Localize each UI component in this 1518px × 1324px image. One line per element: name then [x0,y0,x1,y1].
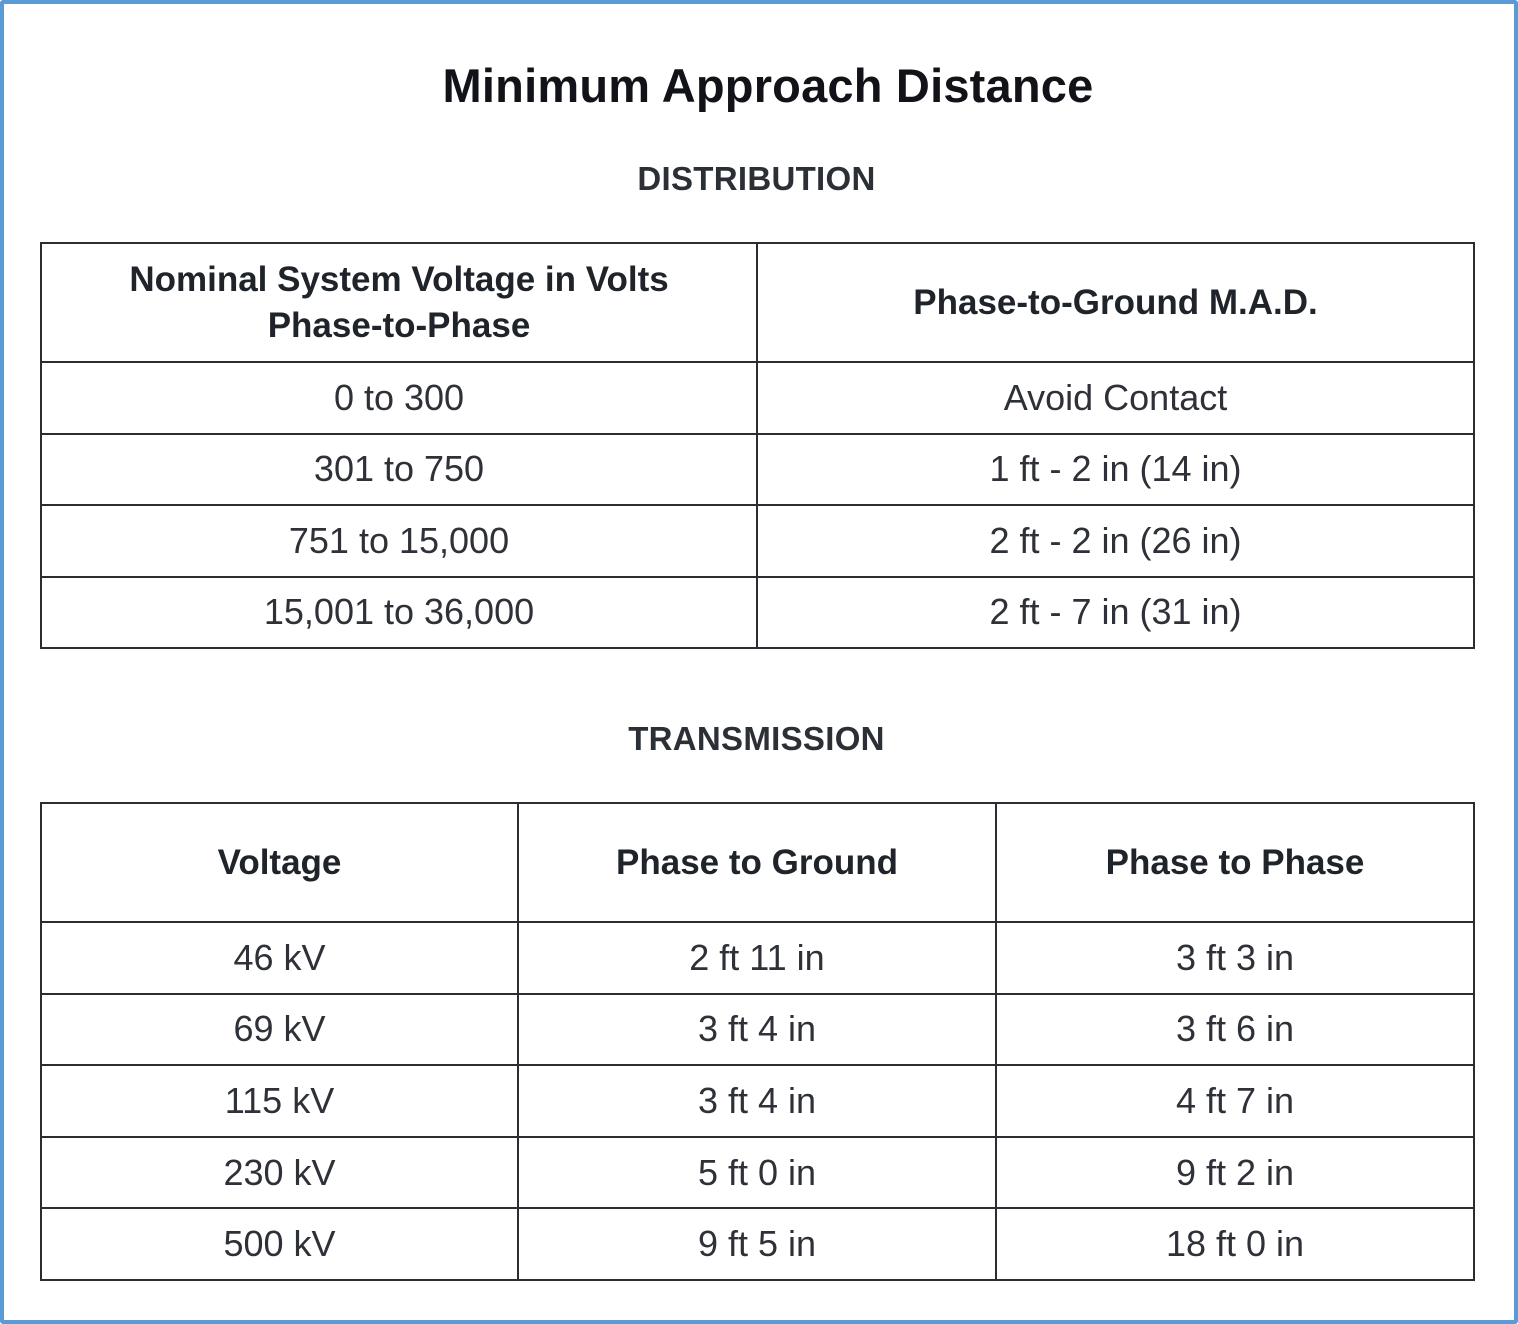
table-cell: 3 ft 6 in [995,992,1475,1067]
column-header-voltage: Voltage [40,802,519,923]
table-cell: 3 ft 3 in [995,921,1475,995]
column-header-mad: Phase-to-Ground M.A.D. [756,242,1475,363]
table-cell: 2 ft - 7 in (31 in) [756,575,1475,649]
table-cell: 230 kV [40,1135,519,1210]
transmission-table: Voltage Phase to Ground Phase to Phase 4… [40,802,1475,1281]
table-cell: 5 ft 0 in [517,1135,997,1210]
table-header-row: Nominal System Voltage in Volts Phase-to… [40,242,1475,363]
table-cell: 9 ft 2 in [995,1135,1475,1210]
table-cell: 751 to 15,000 [40,504,758,578]
table-header-row: Voltage Phase to Ground Phase to Phase [40,802,1475,923]
table-cell: 1 ft - 2 in (14 in) [756,432,1475,506]
table-cell: 2 ft 11 in [517,921,997,995]
table-cell: 4 ft 7 in [995,1064,1475,1138]
column-header-phase-to-phase: Phase to Phase [995,802,1475,923]
table-cell: 2 ft - 2 in (26 in) [756,504,1475,578]
table-row: 115 kV 3 ft 4 in 4 ft 7 in [40,1064,1475,1138]
table-cell: 115 kV [40,1064,519,1138]
distribution-table: Nominal System Voltage in Volts Phase-to… [40,242,1475,649]
table-row: 230 kV 5 ft 0 in 9 ft 2 in [40,1135,1475,1210]
table-cell: 500 kV [40,1207,519,1281]
table-row: 751 to 15,000 2 ft - 2 in (26 in) [40,504,1475,578]
table-row: 46 kV 2 ft 11 in 3 ft 3 in [40,921,1475,995]
table-row: 15,001 to 36,000 2 ft - 7 in (31 in) [40,575,1475,649]
table-cell: 18 ft 0 in [995,1207,1475,1281]
table-cell: 301 to 750 [40,432,758,506]
table-cell: 15,001 to 36,000 [40,575,758,649]
table-cell: 3 ft 4 in [517,992,997,1067]
table-row: 0 to 300 Avoid Contact [40,361,1475,435]
table-cell: 3 ft 4 in [517,1064,997,1138]
table-cell: 69 kV [40,992,519,1067]
table-row: 301 to 750 1 ft - 2 in (14 in) [40,432,1475,506]
distribution-heading: DISTRIBUTION [637,160,876,197]
table-cell: 46 kV [40,921,519,995]
table-cell: 0 to 300 [40,361,758,435]
table-row: 69 kV 3 ft 4 in 3 ft 6 in [40,992,1475,1067]
table-cell: Avoid Contact [756,361,1475,435]
column-header-voltage: Nominal System Voltage in Volts Phase-to… [40,242,758,363]
transmission-heading: TRANSMISSION [628,720,885,757]
column-header-line: Phase-to-Phase [267,305,531,345]
page-title: Minimum Approach Distance [442,59,1094,112]
table-cell: 9 ft 5 in [517,1207,997,1281]
table-row: 500 kV 9 ft 5 in 18 ft 0 in [40,1207,1475,1281]
column-header-phase-to-ground: Phase to Ground [517,802,997,923]
column-header-line: Nominal System Voltage in Volts [129,259,669,299]
